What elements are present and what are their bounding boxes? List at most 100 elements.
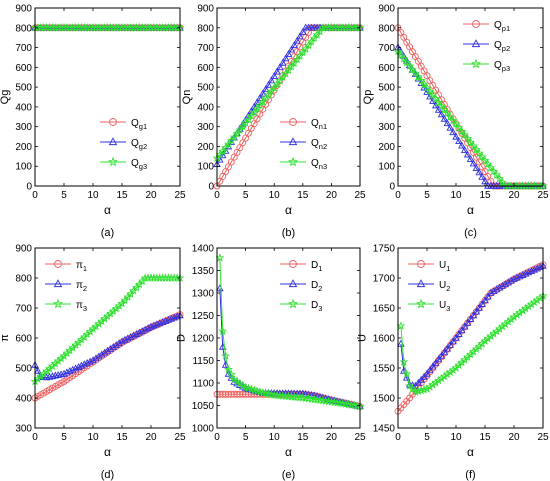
data-point bbox=[95, 352, 103, 360]
legend-marker-p2 bbox=[471, 39, 481, 48]
data-point bbox=[273, 67, 281, 75]
data-point bbox=[115, 339, 123, 347]
legend-label-3: π3 bbox=[76, 300, 87, 313]
data-point bbox=[455, 137, 463, 145]
y-tick-label: 1050 bbox=[192, 401, 215, 412]
y-tick-label: 1650 bbox=[373, 304, 396, 315]
legend-label-1: U1 bbox=[439, 260, 450, 273]
data-point bbox=[448, 115, 458, 125]
legend-label-1: D1 bbox=[311, 260, 322, 273]
data-point bbox=[244, 114, 253, 124]
x-tick-label: 15 bbox=[479, 190, 491, 201]
data-point bbox=[443, 344, 452, 352]
data-point bbox=[141, 325, 149, 333]
data-point bbox=[399, 54, 409, 63]
data-point bbox=[463, 134, 473, 143]
y-tick-label: 1250 bbox=[192, 311, 215, 322]
data-point bbox=[530, 265, 539, 273]
chart-panel-6: 0 5 10 15 20 25 1450 1500 1550 1600 1650 1700 1750 α U… bbox=[357, 244, 549, 481]
data-point bbox=[455, 330, 463, 337]
y-tick-label: 200 bbox=[378, 142, 395, 153]
y-tick-label: 0 bbox=[208, 182, 214, 193]
data-point bbox=[232, 128, 242, 138]
data-point bbox=[100, 348, 109, 356]
y-tick-label: 300 bbox=[378, 122, 395, 133]
data-point bbox=[235, 125, 245, 134]
y-tick-label: 400 bbox=[15, 394, 32, 405]
y-tick-label: 600 bbox=[15, 63, 32, 74]
data-point bbox=[275, 76, 285, 85]
series-p3 bbox=[393, 46, 548, 190]
data-point bbox=[475, 303, 483, 311]
panel-label: (f) bbox=[465, 469, 475, 481]
panel-label: (b) bbox=[282, 227, 295, 239]
legend-label-g2: Qg2 bbox=[131, 138, 147, 151]
x-axis-label: α bbox=[467, 203, 474, 217]
x-tick-label: 0 bbox=[214, 190, 220, 201]
data-point bbox=[416, 75, 426, 85]
series-line-n3 bbox=[216, 27, 360, 159]
y-tick-label: 1550 bbox=[373, 364, 396, 375]
data-point bbox=[489, 166, 499, 176]
plot-frame bbox=[34, 7, 181, 187]
legend-marker-p1 bbox=[472, 20, 480, 28]
data-point bbox=[405, 61, 415, 70]
y-tick-label: 1300 bbox=[192, 289, 215, 300]
data-point bbox=[241, 118, 251, 127]
x-tick-label: 5 bbox=[243, 190, 249, 201]
data-point bbox=[437, 351, 446, 359]
legend-marker-2 bbox=[416, 279, 426, 288]
series-3 bbox=[396, 291, 548, 396]
data-point bbox=[135, 328, 144, 336]
data-point bbox=[445, 367, 455, 376]
legend-marker-g1 bbox=[109, 118, 117, 126]
x-tick-label: 25 bbox=[354, 190, 366, 201]
data-point bbox=[258, 97, 268, 106]
data-point bbox=[218, 146, 228, 156]
data-point bbox=[501, 280, 510, 288]
data-point bbox=[244, 111, 253, 119]
data-point bbox=[410, 68, 420, 78]
data-point bbox=[480, 155, 490, 165]
data-point bbox=[495, 174, 504, 183]
data-point bbox=[80, 360, 89, 368]
x-tick-label: 15 bbox=[116, 190, 128, 201]
data-point bbox=[296, 32, 304, 40]
data-point bbox=[121, 335, 129, 343]
data-point bbox=[161, 316, 170, 324]
data-point bbox=[226, 369, 236, 379]
x-tick-label: 25 bbox=[537, 432, 549, 443]
x-tick-label: 20 bbox=[326, 432, 338, 443]
y-axis-label: Qp bbox=[362, 90, 374, 105]
data-point bbox=[259, 89, 267, 97]
data-point bbox=[86, 357, 94, 365]
y-tick-label: 1400 bbox=[192, 244, 215, 255]
y-tick-label: 500 bbox=[378, 83, 395, 94]
legend-marker-2 bbox=[288, 279, 298, 288]
series-p2 bbox=[394, 43, 547, 189]
data-point bbox=[532, 295, 542, 304]
x-tick-label: 25 bbox=[354, 432, 366, 443]
data-point bbox=[431, 94, 441, 103]
y-tick-label: 800 bbox=[15, 274, 32, 285]
data-point bbox=[293, 36, 301, 44]
data-point bbox=[533, 264, 541, 272]
data-point bbox=[478, 300, 486, 307]
chart-panel-2: 0 5 10 15 20 25 0 100 200 300 400 500 600 700 800 900 α Q… bbox=[181, 4, 366, 240]
data-point bbox=[439, 371, 449, 381]
x-tick-label: 15 bbox=[297, 432, 309, 443]
data-point bbox=[431, 358, 440, 366]
y-tick-label: 1600 bbox=[373, 334, 396, 345]
data-point bbox=[289, 58, 299, 67]
data-point bbox=[466, 154, 475, 162]
data-point bbox=[445, 112, 455, 121]
legend-label-2: D2 bbox=[311, 280, 322, 293]
data-point bbox=[492, 170, 502, 179]
data-point bbox=[167, 314, 176, 322]
data-point bbox=[281, 68, 291, 78]
data-point bbox=[299, 27, 307, 35]
data-point bbox=[129, 331, 138, 339]
data-point bbox=[312, 30, 322, 39]
data-point bbox=[463, 318, 472, 326]
